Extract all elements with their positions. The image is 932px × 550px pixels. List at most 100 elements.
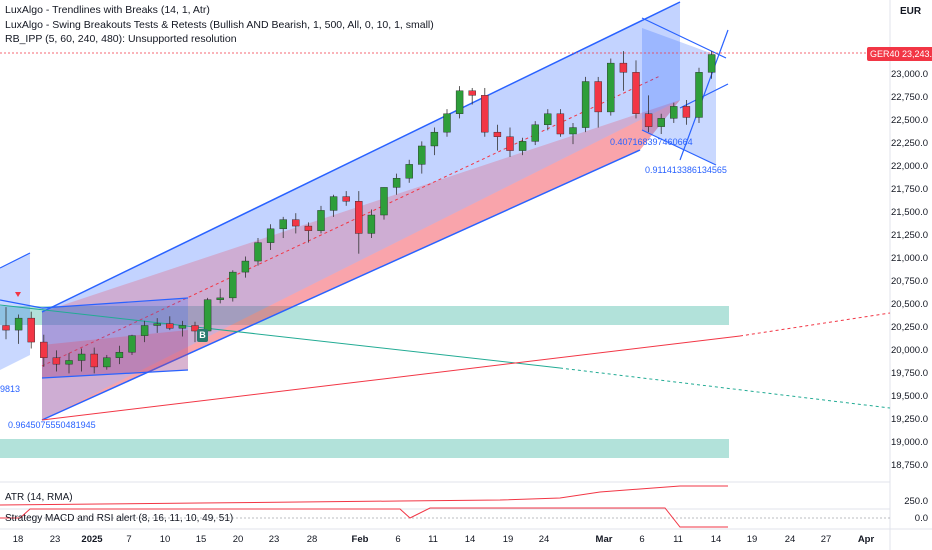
time-axis-label: 27: [820, 534, 832, 545]
bullish-candle[interactable]: [581, 81, 590, 128]
symbol-label: GER40: [870, 49, 900, 59]
bearish-candle[interactable]: [619, 62, 628, 73]
bullish-candle[interactable]: [128, 335, 136, 353]
bearish-candle[interactable]: [52, 357, 61, 365]
bearish-candle[interactable]: [644, 113, 653, 127]
bearish-candle[interactable]: [304, 225, 313, 231]
resistance-zone: [0, 306, 729, 325]
time-axis-label: 18: [12, 534, 24, 545]
time-axis-label: Apr: [857, 534, 875, 545]
bullish-candle[interactable]: [380, 187, 388, 216]
bullish-candle[interactable]: [405, 164, 413, 179]
time-axis-label: 15: [195, 534, 207, 545]
bearish-candle[interactable]: [342, 196, 350, 202]
bullish-candle[interactable]: [544, 113, 552, 125]
bearish-candle[interactable]: [493, 131, 502, 137]
bearish-candle[interactable]: [682, 106, 691, 118]
bullish-candle[interactable]: [418, 145, 426, 165]
bullish-candle[interactable]: [203, 299, 212, 332]
bullish-candle[interactable]: [657, 118, 665, 127]
time-axis-label: 2025: [81, 534, 103, 545]
bullish-candle[interactable]: [430, 131, 439, 147]
bullish-candle[interactable]: [392, 177, 401, 188]
time-axis-label: Feb: [351, 534, 369, 545]
bullish-candle[interactable]: [443, 113, 451, 133]
bearish-candle[interactable]: [594, 81, 602, 113]
descending-trendline: [0, 304, 561, 369]
bullish-candle[interactable]: [103, 357, 111, 368]
bearish-candle[interactable]: [355, 201, 363, 234]
atr-axis-label: 250.0: [904, 496, 928, 507]
breakout-marker: B: [197, 329, 208, 342]
bearish-candle[interactable]: [556, 113, 565, 135]
bullish-candle[interactable]: [178, 325, 187, 329]
bearish-candle[interactable]: [166, 323, 174, 329]
bullish-candle[interactable]: [77, 353, 86, 361]
legend-swing-breakouts[interactable]: LuxAlgo - Swing Breakouts Tests & Retest…: [5, 19, 434, 31]
time-axis-label: 24: [784, 534, 796, 545]
price-axis-label: 19,500.0: [891, 391, 928, 402]
time-axis-label: 11: [428, 534, 438, 545]
time-axis-label: 14: [710, 534, 722, 545]
bullish-candle[interactable]: [266, 228, 275, 243]
bullish-candle[interactable]: [216, 297, 224, 300]
bearish-candle[interactable]: [40, 341, 48, 358]
price-axis-label: 20,000.0: [891, 345, 928, 356]
bearish-candle[interactable]: [2, 325, 10, 331]
bearish-candle[interactable]: [506, 136, 514, 151]
bullish-candle[interactable]: [531, 124, 539, 142]
strategy-axis-label: 0.0: [914, 513, 928, 524]
currency-label[interactable]: EUR: [900, 6, 922, 17]
price-axis-label: 23,000.0: [891, 69, 928, 80]
bullish-candle[interactable]: [607, 62, 615, 113]
bullish-candle[interactable]: [317, 210, 325, 231]
bullish-candle[interactable]: [455, 90, 464, 114]
atr-pane-title[interactable]: ATR (14, RMA): [5, 492, 73, 503]
bullish-candle[interactable]: [569, 127, 577, 135]
bullish-candle[interactable]: [707, 54, 716, 73]
bullish-candle[interactable]: [695, 72, 703, 118]
bullish-candle[interactable]: [367, 214, 376, 234]
price-axis-label: 19,000.0: [891, 437, 928, 448]
price-axis-label: 21,250.0: [891, 230, 928, 241]
time-axis-label: 11: [673, 534, 683, 545]
level-label-c: 0.9645075550481945: [8, 420, 96, 430]
price-axis-label: 18,750.0: [891, 460, 928, 471]
legend-trendlines[interactable]: LuxAlgo - Trendlines with Breaks (14, 1,…: [5, 4, 210, 16]
level-label-a: 0.407168397460664: [610, 137, 693, 147]
price-axis-label: 22,750.0: [891, 92, 928, 103]
bullish-candle[interactable]: [140, 325, 149, 336]
strategy-pane-title[interactable]: Strategy MACD and RSI alert (8, 16, 11, …: [5, 513, 234, 524]
time-axis-label: 23: [49, 534, 61, 545]
bullish-candle[interactable]: [229, 271, 237, 299]
bullish-candle[interactable]: [241, 260, 250, 273]
bearish-candle[interactable]: [632, 72, 640, 114]
bullish-candle[interactable]: [329, 196, 338, 211]
bearish-candle[interactable]: [191, 325, 199, 332]
bullish-candle[interactable]: [153, 323, 161, 326]
bearish-candle[interactable]: [292, 219, 300, 227]
bullish-candle[interactable]: [670, 106, 678, 119]
bullish-candle[interactable]: [279, 219, 287, 230]
legend-rb-ipp[interactable]: RB_IPP (5, 60, 240, 480): Unsupported re…: [5, 33, 237, 45]
price-axis-label: 21,750.0: [891, 184, 928, 195]
bullish-candle[interactable]: [518, 141, 527, 151]
channel-upper-line: [41, 1, 681, 313]
bearish-candle[interactable]: [468, 90, 476, 96]
bullish-candle[interactable]: [254, 242, 262, 262]
level-label-d: 9813: [0, 384, 21, 394]
price-axis-label: 20,250.0: [891, 322, 928, 333]
bullish-candle[interactable]: [115, 351, 124, 358]
bullish-candle[interactable]: [65, 360, 73, 365]
bullish-candle[interactable]: [14, 317, 23, 331]
candles[interactable]: [2, 51, 716, 374]
bearish-candle[interactable]: [481, 95, 489, 133]
last-price-tag: GER40 23,243.0: [867, 47, 932, 61]
atr-line: [0, 485, 728, 506]
last-price-value: 23,243.0: [902, 49, 932, 59]
bearish-candle[interactable]: [27, 317, 35, 343]
time-axis-label: 28: [306, 534, 318, 545]
channel-lower-line: [41, 149, 641, 421]
bearish-candle[interactable]: [90, 353, 98, 368]
